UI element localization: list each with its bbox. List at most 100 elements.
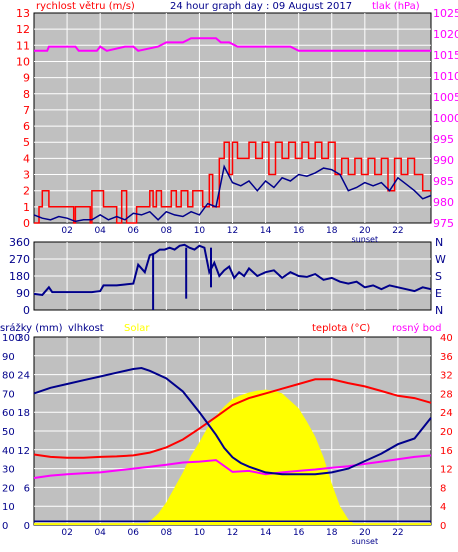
p1-right-tick-label: 1025 <box>433 7 458 20</box>
p3-xtick-label: 14 <box>260 528 272 538</box>
p3-xtick-label: 18 <box>326 528 338 538</box>
p1-xtick-label: 22 <box>392 226 403 236</box>
p2-compass-label: S <box>435 270 442 283</box>
p2-left-tick-label: 180 <box>9 270 30 283</box>
dewpoint-label: rosný bod <box>392 322 441 334</box>
p3-xtick-label: 10 <box>194 528 206 538</box>
p1-right-tick-label: 1020 <box>433 28 458 41</box>
right-axis-title: tlak (hPa) <box>372 1 420 12</box>
p3-xtick-label: 02 <box>61 528 72 538</box>
left-axis-title: rychlost větru (m/s) <box>36 0 135 12</box>
p3-temp-tick-label: 20 <box>440 427 453 438</box>
chart-title: 24 hour graph day : 09 August 2017 <box>170 1 352 12</box>
humidity-label: vlhkost <box>68 323 104 334</box>
p3-precip-tick-label: 30 <box>2 465 15 476</box>
p3-temp-tick-label: 4 <box>440 502 446 513</box>
p3-precip-tick-label: 90 <box>2 352 15 363</box>
p2-left-tick-label: 270 <box>9 253 30 266</box>
p1-xtick-label: 20 <box>359 226 371 236</box>
p3-temp-tick-label: 0 <box>440 521 446 532</box>
p3-humidity-tick-label: 30 <box>17 333 30 344</box>
p1-right-tick-label: 1010 <box>433 70 458 83</box>
p3-xtick-label: 20 <box>359 528 371 538</box>
p1-left-tick-label: 1 <box>23 201 30 214</box>
p1-xtick-label: 08 <box>161 226 173 236</box>
p3-humidity-tick-label: 6 <box>24 483 30 494</box>
p3-precip-tick-label: 20 <box>2 483 15 494</box>
p1-left-tick-label: 13 <box>16 7 30 20</box>
humidity-series <box>33 366 432 476</box>
p3-xtick-label: 08 <box>161 528 173 538</box>
p1-xtick-label: 18 <box>326 226 338 236</box>
pressure-series <box>34 37 431 52</box>
p1-sunset-label: sunset <box>352 235 379 244</box>
p1-left-tick-label: 8 <box>23 88 30 101</box>
p1-left-tick-label: 2 <box>23 185 30 198</box>
p1-xtick-label: 16 <box>293 226 305 236</box>
p3-precip-tick-label: 100 <box>2 333 21 344</box>
p3-temp-tick-label: 8 <box>440 483 446 494</box>
p3-humidity-tick-label: 18 <box>17 408 30 419</box>
temperature-series <box>33 378 432 459</box>
p3-precip-tick-label: 60 <box>2 408 15 419</box>
p3-xtick-label: 04 <box>94 528 106 538</box>
p3-xtick-label: 16 <box>293 528 305 538</box>
p3-temp-tick-label: 12 <box>440 465 453 476</box>
p1-left-tick-label: 0 <box>23 217 30 230</box>
p1-right-tick-label: 980 <box>433 196 454 209</box>
p3-precip-tick-label: 80 <box>2 371 15 382</box>
p1-xtick-label: 04 <box>94 226 106 236</box>
p2-left-tick-label: 360 <box>9 236 30 249</box>
p2-compass-label: E <box>435 287 442 300</box>
p3-humidity-tick-label: 24 <box>17 371 30 382</box>
p1-xtick-label: 14 <box>260 226 272 236</box>
p1-right-tick-label: 1015 <box>433 49 458 62</box>
wind-gust-series <box>34 141 431 224</box>
p1-left-tick-label: 7 <box>23 104 30 117</box>
p3-precip-tick-label: 50 <box>2 427 15 438</box>
p3-xtick-label: 22 <box>392 528 403 538</box>
p1-right-tick-label: 975 <box>433 217 454 230</box>
p1-left-tick-label: 3 <box>23 169 30 182</box>
p3-temp-tick-label: 32 <box>440 371 453 382</box>
p1-xtick-label: 02 <box>61 226 72 236</box>
p3-xtick-label: 06 <box>128 528 140 538</box>
p3-precip-tick-label: 0 <box>2 521 8 532</box>
p2-compass-label: N <box>435 236 443 249</box>
p3-temp-tick-label: 40 <box>440 333 453 344</box>
p1-left-tick-label: 5 <box>23 136 30 149</box>
p3-xtick-label: 12 <box>227 528 238 538</box>
p3-temp-tick-label: 28 <box>440 389 453 400</box>
p1-left-tick-label: 11 <box>16 39 30 52</box>
p1-right-tick-label: 1000 <box>433 112 458 125</box>
p1-xtick-label: 06 <box>128 226 140 236</box>
p3-temp-tick-label: 16 <box>440 446 453 457</box>
dewpoint-series <box>33 454 432 479</box>
p3-precip-tick-label: 70 <box>2 389 15 400</box>
p3-precip-tick-label: 10 <box>2 502 15 513</box>
p3-precip-tick-label: 40 <box>2 446 15 457</box>
p1-left-tick-label: 6 <box>23 120 30 133</box>
p3-temp-tick-label: 24 <box>440 408 453 419</box>
p3-temp-tick-label: 36 <box>440 352 453 363</box>
p1-left-tick-label: 12 <box>16 23 30 36</box>
p2-left-tick-label: 0 <box>23 304 30 317</box>
p3-humidity-tick-label: 12 <box>17 446 30 457</box>
wind-speed-series <box>33 164 432 223</box>
p1-right-tick-label: 1005 <box>433 91 458 104</box>
p1-right-tick-label: 995 <box>433 133 454 146</box>
p1-xtick-label: 10 <box>194 226 206 236</box>
precip-label: srážky (mm) <box>0 322 63 334</box>
p1-xtick-label: 12 <box>227 226 238 236</box>
p3-humidity-tick-label: 0 <box>24 521 30 532</box>
p3-sunset-label: sunset <box>352 537 379 546</box>
p1-right-tick-label: 985 <box>433 175 454 188</box>
p1-left-tick-label: 4 <box>23 152 30 165</box>
solar-label: Solar <box>124 323 150 334</box>
p1-left-tick-label: 9 <box>23 72 30 85</box>
p2-compass-label: N <box>435 304 443 317</box>
temperature-label: teplota (°C) <box>312 323 370 334</box>
p2-left-tick-label: 90 <box>16 287 30 300</box>
p1-right-tick-label: 990 <box>433 154 454 167</box>
